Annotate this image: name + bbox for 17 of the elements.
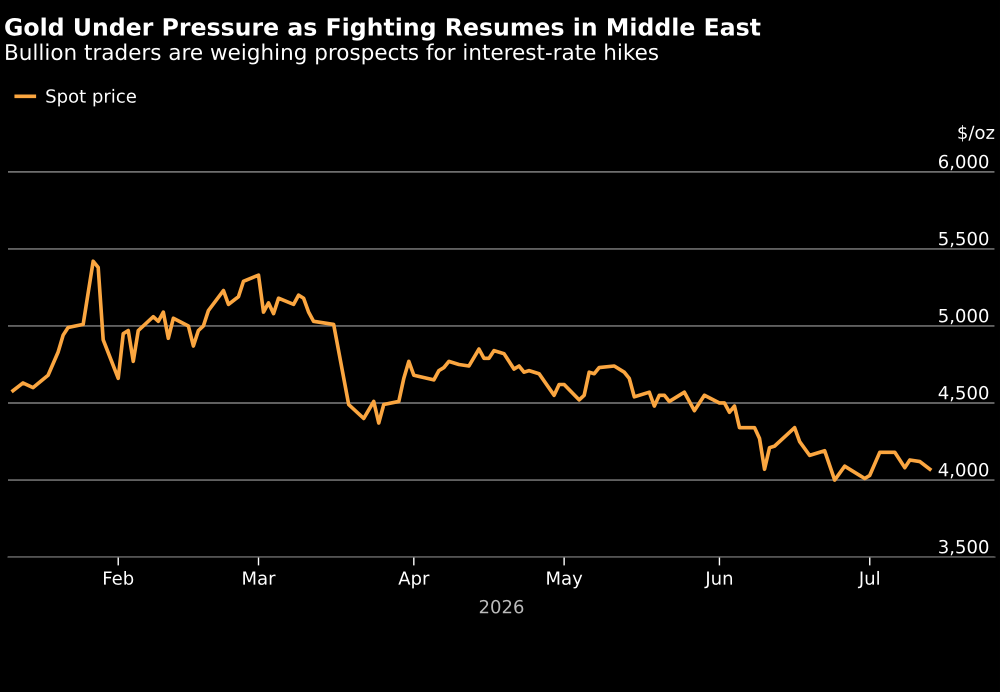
x-tick-label: May: [547, 572, 582, 588]
y-tick-label: 5,000: [939, 308, 988, 324]
legend-label: Spot price: [46, 88, 136, 106]
y-tick-label: 4,000: [938, 462, 988, 478]
x-tick-label: Mar: [243, 572, 276, 585]
y-tick-label: 4,500: [938, 386, 988, 402]
x-tick-label: Jul: [858, 570, 879, 588]
chart-subtitle: Bullion traders are weighing prospects for interest-rate hikes: [6, 44, 658, 64]
y-axis-title: $/oz: [958, 125, 994, 142]
y-tick-label: 5,500: [939, 232, 988, 248]
y-tick-label: 6,000: [939, 154, 988, 170]
x-tick-label: Apr: [398, 572, 430, 588]
x-axis-title: 2026: [480, 600, 524, 614]
x-tick-label: Feb: [104, 570, 134, 585]
y-tick-label: 3,500: [939, 540, 988, 556]
chart-title: Gold Under Pressure as Fighting Resumes in Middle East: [5, 18, 760, 41]
x-tick-label: Jun: [704, 572, 732, 588]
